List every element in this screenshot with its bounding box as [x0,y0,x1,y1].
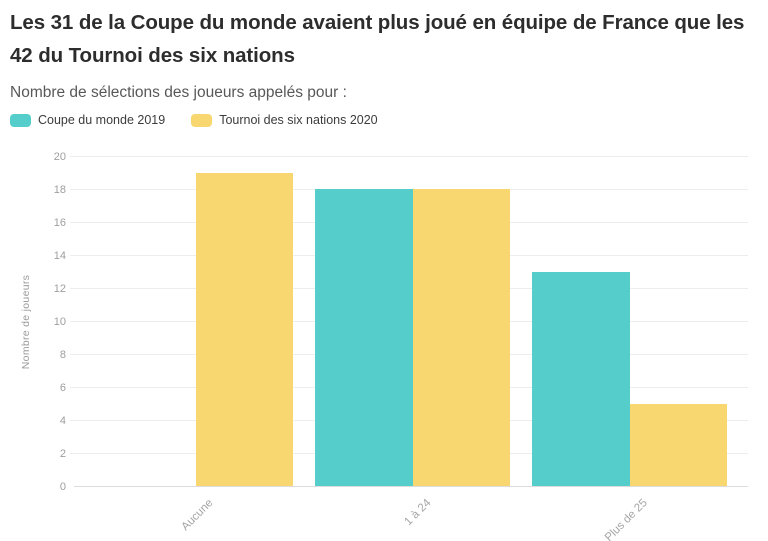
bar-coupe-du-monde-2019-plus-de-25 [532,271,630,486]
y-tick-label-16: 16 [53,216,66,229]
legend-label-coupe-du-monde: Coupe du monde 2019 [38,113,166,127]
x-tick-label-plus-de-25: Plus de 25 [603,497,650,541]
bar-tournoi-des-six-nations-2020-plus-de-25 [629,403,727,486]
plot-area: Nombre de joueurs 0 2 4 6 8 10 12 14 16 18 20 Aucun… [20,151,748,541]
legend-swatch-tournoi-six-nations [191,113,213,127]
x-tick-label-aucune: Aucune [179,497,216,534]
y-tick-label-4: 4 [59,414,66,427]
y-tick-label-10: 10 [53,315,66,328]
x-tick-label-1-24: 1 à 24 [401,497,433,529]
bar-tournoi-des-six-nations-2020-1-24 [412,189,510,486]
y-tick-label-0: 0 [59,480,66,493]
chart-subtitle: Nombre de sélections des joueurs appelés… [10,84,347,101]
legend: Coupe du monde 2019 Tournoi des six nati… [10,113,378,127]
legend-item-coupe-du-monde: Coupe du monde 2019 [10,113,165,127]
chart-title: Les 31 de la Coupe du monde avaient plus… [10,11,745,67]
legend-label-tournoi-six-nations: Tournoi des six nations 2020 [219,113,378,127]
y-tick-label-18: 18 [53,183,66,196]
legend-swatch-coupe-du-monde [10,113,31,127]
y-tick-label-14: 14 [53,249,66,262]
y-tick-label-2: 2 [59,447,66,460]
gridline-y-20 [70,155,748,157]
bar-coupe-du-monde-2019-1-24 [315,189,413,486]
legend-item-tournoi-six-nations: Tournoi des six nations 2020 [191,113,378,127]
bar-tournoi-des-six-nations-2020-aucune [195,172,293,486]
y-tick-label-20: 20 [53,150,66,163]
y-tick-label-6: 6 [59,381,66,394]
y-tick-label-8: 8 [59,348,66,361]
y-tick-label-12: 12 [53,282,66,295]
